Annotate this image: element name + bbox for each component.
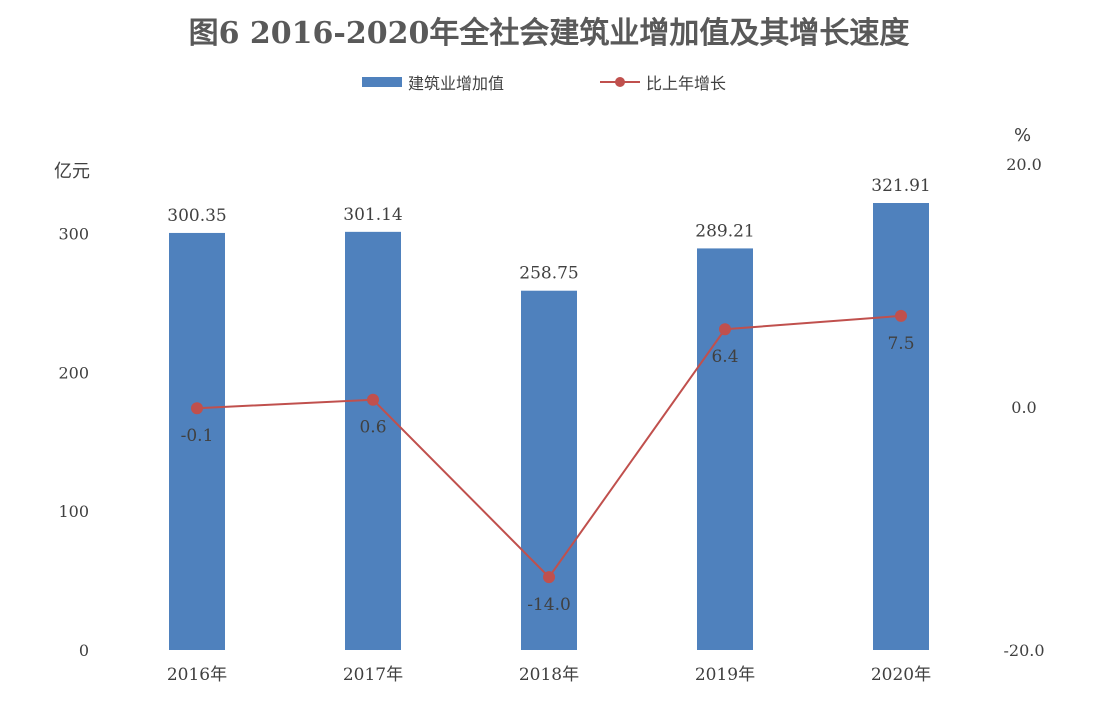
- bar: [873, 203, 929, 650]
- legend-line-label: 比上年增长: [646, 74, 727, 93]
- legend-line-swatch: [600, 77, 640, 87]
- growth-point: [367, 393, 379, 406]
- growth-value-label: -0.1: [181, 426, 214, 446]
- legend-item-bar: 建筑业增加值: [362, 70, 504, 94]
- legend-bar-swatch: [362, 77, 402, 87]
- growth-value-label: 0.6: [359, 418, 386, 438]
- chart-title: 图6 2016-2020年全社会建筑业增加值及其增长速度: [188, 16, 910, 51]
- bar: [697, 248, 753, 650]
- growth-point: [895, 309, 907, 322]
- legend: 建筑业增加值 比上年增长: [0, 70, 1098, 94]
- x-axis-tick-label: 2020年: [871, 665, 931, 685]
- bar-value-label: 321.91: [871, 176, 930, 196]
- x-axis-tick-label: 2019年: [695, 665, 755, 685]
- x-axis-tick-label: 2016年: [167, 665, 227, 685]
- growth-value-label: -14.0: [527, 595, 571, 615]
- growth-value-label: 6.4: [711, 347, 738, 367]
- growth-point: [543, 571, 555, 584]
- right-axis-tick-label: 20.0: [1006, 155, 1042, 174]
- bar-value-label: 300.35: [167, 206, 226, 226]
- left-axis-unit: 亿元: [54, 161, 90, 182]
- legend-item-line: 比上年增长: [600, 70, 726, 94]
- bar: [169, 232, 225, 650]
- bar-value-label: 289.21: [695, 221, 754, 241]
- left-axis-tick-label: 300: [58, 224, 89, 243]
- bar-value-label: 258.75: [519, 264, 578, 284]
- bar: [521, 290, 577, 650]
- right-axis-tick-label: 0.0: [1011, 398, 1036, 417]
- left-axis-tick-label: 200: [58, 363, 89, 382]
- bar-value-label: 301.14: [343, 205, 402, 225]
- growth-point: [191, 402, 203, 415]
- growth-point: [719, 323, 731, 336]
- x-axis-tick-label: 2018年: [519, 665, 579, 685]
- right-axis-unit: %: [1014, 125, 1032, 146]
- bar: [345, 231, 401, 651]
- legend-bar-label: 建筑业增加值: [408, 74, 505, 93]
- right-axis-tick-label: -20.0: [1003, 641, 1044, 660]
- growth-value-label: 7.5: [887, 334, 914, 354]
- x-axis-tick-label: 2017年: [343, 665, 403, 685]
- left-axis-tick-label: 0: [79, 641, 89, 660]
- left-axis-tick-label: 100: [58, 502, 89, 521]
